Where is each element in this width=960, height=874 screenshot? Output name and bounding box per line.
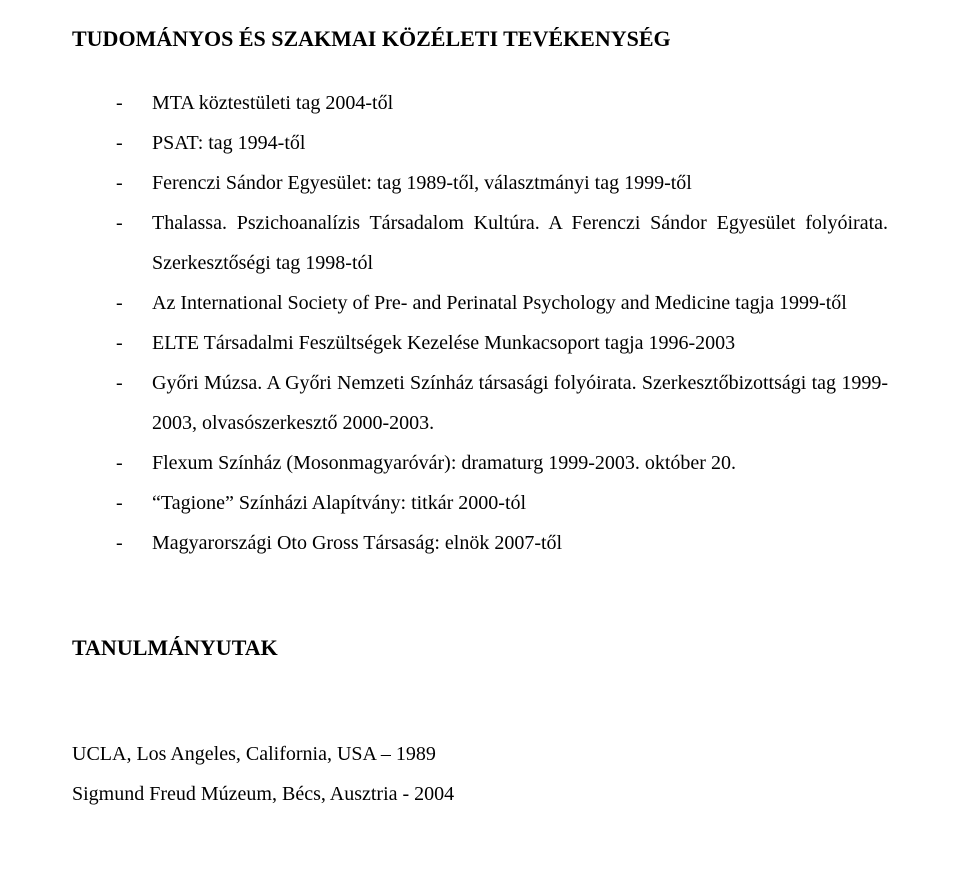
list-item: ELTE Társadalmi Feszültségek Kezelése Mu… [116, 323, 888, 363]
list-item: PSAT: tag 1994-től [116, 123, 888, 163]
list-item: MTA köztestületi tag 2004-től [116, 83, 888, 123]
list-item: “Tagione” Színházi Alapítvány: titkár 20… [116, 483, 888, 523]
list-item: Győri Múzsa. A Győri Nemzeti Színház tár… [116, 363, 888, 443]
trip-line: UCLA, Los Angeles, California, USA – 198… [72, 734, 888, 774]
study-trips-block: UCLA, Los Angeles, California, USA – 198… [72, 734, 888, 814]
list-item: Flexum Színház (Mosonmagyaróvár): dramat… [116, 443, 888, 483]
list-item: Thalassa. Pszichoanalízis Társadalom Kul… [116, 203, 888, 283]
list-item: Az International Society of Pre- and Per… [116, 283, 888, 323]
activities-list: MTA köztestületi tag 2004-től PSAT: tag … [116, 83, 888, 563]
list-item: Magyarországi Oto Gross Társaság: elnök … [116, 523, 888, 563]
trip-line: Sigmund Freud Múzeum, Bécs, Ausztria - 2… [72, 774, 888, 814]
list-item: Ferenczi Sándor Egyesület: tag 1989-től,… [116, 163, 888, 203]
section-heading-activities: TUDOMÁNYOS ÉS SZAKMAI KÖZÉLETI TEVÉKENYS… [72, 24, 888, 55]
section-heading-trips: TANULMÁNYUTAK [72, 633, 888, 664]
